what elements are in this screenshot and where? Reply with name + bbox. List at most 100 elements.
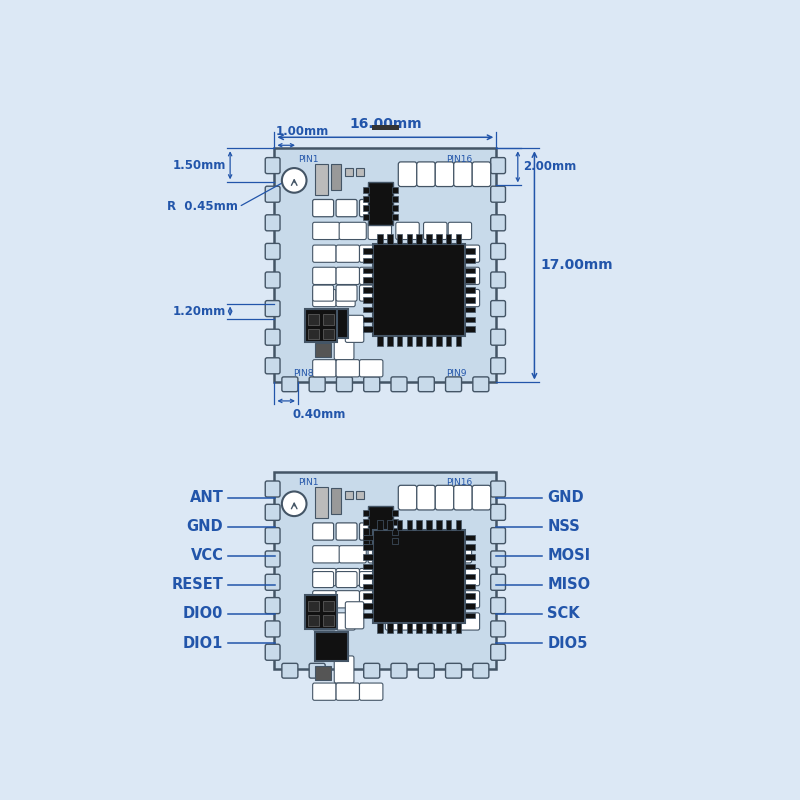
Bar — [308, 329, 319, 339]
Bar — [306, 309, 338, 342]
FancyBboxPatch shape — [386, 590, 409, 608]
FancyBboxPatch shape — [454, 486, 472, 510]
FancyBboxPatch shape — [456, 613, 480, 630]
Bar — [363, 554, 373, 560]
FancyBboxPatch shape — [266, 481, 280, 497]
FancyBboxPatch shape — [396, 222, 419, 239]
FancyBboxPatch shape — [456, 569, 480, 586]
FancyBboxPatch shape — [472, 486, 490, 510]
Text: PIN8: PIN8 — [293, 369, 314, 378]
Bar — [363, 258, 373, 263]
FancyBboxPatch shape — [364, 663, 380, 678]
Text: MISO: MISO — [547, 578, 590, 592]
FancyBboxPatch shape — [423, 222, 447, 239]
Bar — [391, 205, 398, 211]
FancyBboxPatch shape — [336, 245, 359, 262]
FancyBboxPatch shape — [313, 222, 340, 239]
Bar — [466, 613, 475, 618]
FancyBboxPatch shape — [410, 613, 433, 630]
Bar — [417, 521, 422, 530]
Bar — [456, 234, 461, 244]
FancyBboxPatch shape — [266, 272, 280, 288]
FancyBboxPatch shape — [334, 333, 354, 360]
Bar — [274, 472, 496, 669]
Bar — [378, 234, 383, 244]
FancyBboxPatch shape — [266, 528, 280, 544]
Bar — [456, 336, 461, 346]
Bar — [346, 491, 354, 499]
Circle shape — [282, 168, 306, 193]
FancyBboxPatch shape — [490, 330, 506, 346]
Bar — [406, 622, 412, 633]
Bar — [391, 538, 398, 544]
Bar — [406, 234, 412, 244]
Bar — [363, 510, 370, 516]
Bar — [466, 554, 475, 560]
FancyBboxPatch shape — [410, 245, 433, 262]
FancyBboxPatch shape — [359, 590, 383, 608]
FancyBboxPatch shape — [435, 162, 454, 186]
Text: DIO1: DIO1 — [183, 635, 223, 650]
FancyBboxPatch shape — [336, 571, 357, 587]
FancyBboxPatch shape — [490, 621, 506, 637]
Bar — [397, 622, 402, 633]
Bar — [417, 234, 422, 244]
Bar — [363, 287, 373, 293]
FancyBboxPatch shape — [456, 590, 480, 608]
FancyBboxPatch shape — [266, 330, 280, 346]
Bar — [323, 615, 334, 626]
Bar — [315, 343, 330, 357]
FancyBboxPatch shape — [490, 215, 506, 231]
FancyBboxPatch shape — [418, 663, 434, 678]
Bar — [363, 534, 373, 540]
FancyBboxPatch shape — [336, 523, 357, 540]
Bar — [363, 248, 373, 254]
FancyBboxPatch shape — [266, 574, 280, 590]
FancyBboxPatch shape — [313, 267, 336, 285]
Text: PIN16: PIN16 — [446, 154, 472, 163]
Bar — [456, 521, 461, 530]
Text: 2.00mm: 2.00mm — [522, 160, 576, 174]
FancyBboxPatch shape — [309, 377, 325, 392]
Bar — [436, 234, 442, 244]
Bar — [466, 574, 475, 579]
FancyBboxPatch shape — [396, 546, 419, 563]
Text: PIN1: PIN1 — [298, 154, 318, 163]
FancyBboxPatch shape — [433, 245, 456, 262]
FancyBboxPatch shape — [433, 267, 456, 285]
Text: 1.50mm: 1.50mm — [173, 159, 226, 172]
FancyBboxPatch shape — [490, 272, 506, 288]
Bar — [406, 521, 412, 530]
Bar — [466, 317, 475, 322]
FancyBboxPatch shape — [490, 158, 506, 174]
FancyBboxPatch shape — [410, 267, 433, 285]
FancyBboxPatch shape — [359, 199, 381, 217]
Text: DIO0: DIO0 — [183, 606, 223, 622]
Bar — [363, 544, 373, 550]
FancyBboxPatch shape — [490, 358, 506, 374]
Bar — [274, 148, 496, 382]
FancyBboxPatch shape — [386, 267, 409, 285]
FancyBboxPatch shape — [368, 222, 391, 239]
Bar — [466, 603, 475, 609]
FancyBboxPatch shape — [359, 569, 383, 586]
FancyBboxPatch shape — [446, 377, 462, 392]
Bar — [357, 491, 365, 499]
FancyBboxPatch shape — [423, 546, 447, 563]
FancyBboxPatch shape — [266, 504, 280, 520]
Bar — [378, 622, 383, 633]
Bar — [466, 287, 475, 293]
Bar — [387, 336, 393, 346]
FancyBboxPatch shape — [454, 162, 472, 186]
Bar — [466, 258, 475, 263]
FancyBboxPatch shape — [490, 186, 506, 202]
Bar — [363, 538, 370, 544]
FancyBboxPatch shape — [446, 663, 462, 678]
Bar — [391, 186, 398, 193]
Bar — [387, 521, 393, 530]
Bar — [466, 248, 475, 254]
Bar — [363, 214, 370, 221]
Bar — [363, 519, 370, 526]
FancyBboxPatch shape — [448, 222, 472, 239]
Bar — [314, 632, 349, 662]
